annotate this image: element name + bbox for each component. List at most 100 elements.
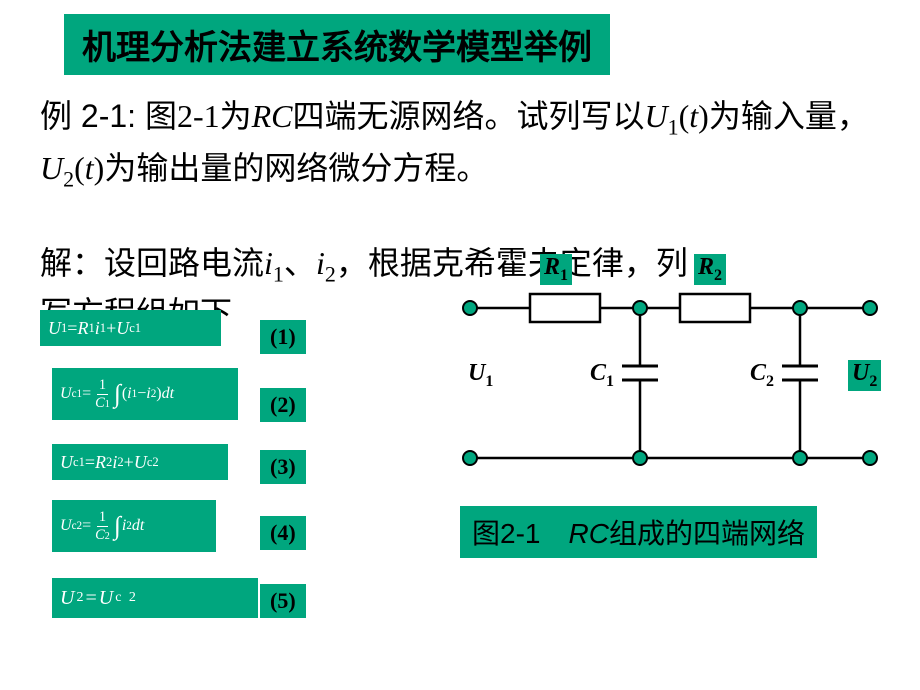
- u2-sub: 2: [63, 167, 74, 192]
- eq2-dt: dt: [162, 385, 174, 403]
- problem-text-a: 图2-1为: [145, 98, 252, 134]
- slide: 机理分析法建立系统数学模型举例 例 2-1: 图2-1为RC四端无源网络。试列写…: [0, 0, 920, 690]
- label-r2-sub: 2: [714, 267, 722, 284]
- equation-1-number: (1): [260, 320, 306, 354]
- solution-comma: 、: [284, 245, 316, 281]
- terminal-node-icon: [463, 301, 477, 315]
- problem-text-b: 四端无源网络。试列写以: [293, 98, 645, 134]
- eq4-dt: dt: [132, 517, 144, 535]
- label-c2-sym: C: [750, 360, 766, 386]
- resistor-r2-icon: [680, 294, 750, 322]
- eq5-eq: =: [85, 587, 98, 610]
- eq5-rhs: U: [99, 587, 115, 610]
- caption-space: [540, 518, 568, 549]
- problem-text-d: 为输出量的网络微分方程。: [104, 150, 488, 186]
- solution-text-a: 设回路电流: [104, 245, 264, 281]
- u2-sym: U: [40, 150, 63, 186]
- terminal-node-icon: [463, 451, 477, 465]
- eq4-frac-den: C2: [93, 527, 112, 544]
- equation-2: Uc1 = 1 C1 ∫(i1 − i2)dt: [52, 368, 238, 420]
- label-u1-sym: U: [468, 360, 485, 386]
- eq3-r: R: [95, 452, 106, 473]
- eq5-lhs: U: [60, 587, 76, 610]
- label-u2: U2: [848, 360, 881, 391]
- label-u2-sub: 2: [869, 373, 877, 390]
- label-c1-sym: C: [590, 360, 606, 386]
- i1-sym: i: [264, 245, 273, 281]
- equation-5-number: (5): [260, 584, 306, 618]
- label-u2-sym: U: [852, 360, 869, 386]
- eq5-rhs-sub: c 2: [115, 590, 138, 606]
- eq4-eq: =: [82, 517, 91, 535]
- eq1-plus: +: [106, 318, 116, 339]
- eq2-frac-num: 1: [97, 377, 108, 395]
- i2-sub: 2: [325, 261, 336, 286]
- eq4-frac-den-sub: 2: [105, 531, 110, 542]
- u1-paren-close: ): [698, 98, 709, 134]
- slide-title: 机理分析法建立系统数学模型举例: [64, 14, 610, 75]
- junction-node-icon: [793, 301, 807, 315]
- eq2-lhs: U: [60, 385, 72, 403]
- eq2-frac: 1 C1: [93, 377, 112, 412]
- label-c2-sub: 2: [766, 373, 774, 390]
- label-c1: C1: [590, 360, 614, 391]
- eq2-integral-icon: ∫: [114, 379, 121, 409]
- i1-sub: 1: [273, 261, 284, 286]
- label-r1-sym: R: [544, 254, 560, 280]
- eq5-lhs-sub: 2: [76, 590, 85, 606]
- eq4-lhs: U: [60, 517, 72, 535]
- eq1-u-sub: c1: [129, 321, 141, 336]
- figure-caption: 图2-1 RC组成的四端网络: [460, 506, 817, 558]
- terminal-node-icon: [863, 451, 877, 465]
- eq2-eq: =: [82, 385, 91, 403]
- junction-node-icon: [633, 451, 647, 465]
- circuit-diagram: R1 R2 C1 C2 U1 U2: [450, 248, 890, 488]
- label-r2: R2: [694, 254, 726, 285]
- equation-3: Uc1 = R2i2 + Uc2: [52, 444, 228, 480]
- eq3-eq: =: [85, 452, 95, 473]
- solution-prefix: 解：: [40, 245, 104, 281]
- label-u1: U1: [468, 360, 493, 391]
- equation-5: U 2 = U c 2: [52, 578, 258, 618]
- eq3-plus: +: [124, 452, 134, 473]
- eq2-frac-den-sub: 1: [105, 399, 110, 410]
- u1-sym: U: [645, 98, 668, 134]
- u1-sub: 1: [668, 114, 679, 139]
- u2-t: t: [85, 150, 94, 186]
- caption-rc: RC: [569, 518, 609, 549]
- resistor-r1-icon: [530, 294, 600, 322]
- u2-paren-open: (: [74, 150, 85, 186]
- eq3-lhs: U: [60, 452, 73, 473]
- rc-label: RC: [252, 98, 293, 134]
- eq4-frac-den-c: C: [95, 527, 105, 543]
- eq3-u: U: [134, 452, 147, 473]
- circuit-svg: [450, 248, 890, 488]
- equation-4-number: (4): [260, 516, 306, 550]
- eq2-frac-den-c: C: [95, 395, 105, 411]
- problem-prefix: 例 2-1:: [40, 98, 145, 134]
- caption-fig-num: 图2-1: [472, 518, 540, 549]
- equation-4: Uc2 = 1 C2 ∫i2dt: [52, 500, 216, 552]
- terminal-node-icon: [863, 301, 877, 315]
- eq1-lhs: U: [48, 318, 61, 339]
- label-r1: R1: [540, 254, 572, 285]
- label-c1-sub: 1: [606, 373, 614, 390]
- equation-1: U1 = R1i1 + Uc1: [40, 310, 221, 346]
- u1-t: t: [689, 98, 698, 134]
- i2-sym: i: [316, 245, 325, 281]
- eq4-frac: 1 C2: [93, 509, 112, 544]
- eq1-u: U: [116, 318, 129, 339]
- label-c2: C2: [750, 360, 774, 391]
- problem-text-c: 为输入量，: [709, 98, 869, 134]
- equation-2-number: (2): [260, 388, 306, 422]
- caption-text: 组成的四端网络: [609, 518, 805, 549]
- eq2-minus: −: [137, 385, 146, 403]
- eq2-frac-den: C1: [93, 395, 112, 412]
- eq4-integral-icon: ∫: [114, 511, 121, 541]
- u2-paren-close: ): [94, 150, 105, 186]
- eq3-u-sub: c2: [147, 455, 159, 470]
- u1-paren-open: (: [679, 98, 690, 134]
- label-u1-sub: 1: [485, 373, 493, 390]
- eq4-frac-num: 1: [97, 509, 108, 527]
- junction-node-icon: [793, 451, 807, 465]
